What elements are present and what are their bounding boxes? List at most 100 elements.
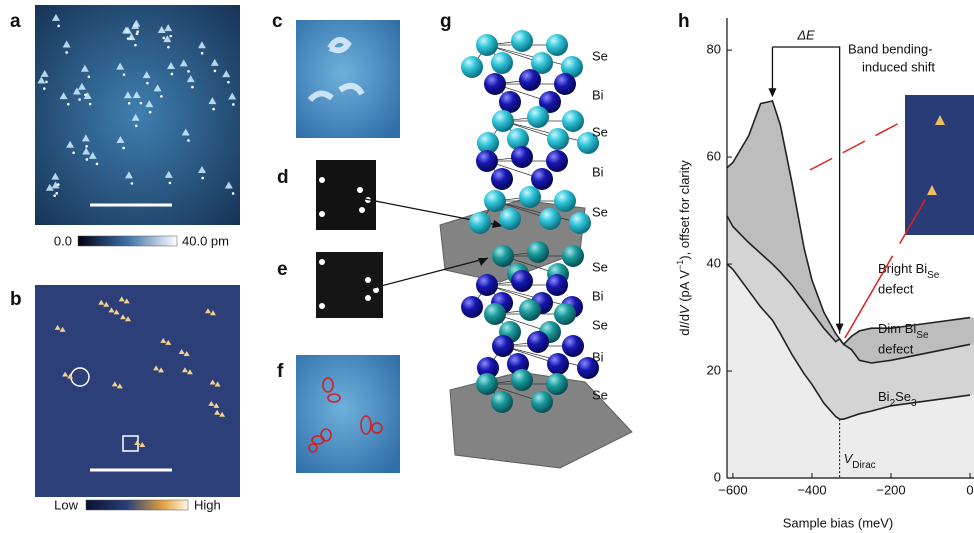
atom xyxy=(476,150,498,172)
text-part: Se xyxy=(895,389,911,404)
atom xyxy=(531,391,553,413)
atom xyxy=(546,373,568,395)
image-spot xyxy=(187,70,190,73)
layer-label: Se xyxy=(592,48,608,63)
atom xyxy=(554,73,576,95)
image-spot xyxy=(187,139,190,142)
image-spot xyxy=(212,108,215,111)
atom xyxy=(484,303,506,325)
atom xyxy=(527,331,549,353)
image-spot xyxy=(146,82,149,85)
image-spot xyxy=(232,192,235,195)
atom xyxy=(527,106,549,128)
image-spot xyxy=(227,81,230,84)
delta-e-label: ΔE xyxy=(796,27,815,42)
atom xyxy=(492,110,514,132)
image-spot xyxy=(72,152,75,155)
y-tick-label: 60 xyxy=(707,149,721,164)
image-spot xyxy=(162,37,165,40)
image-spot xyxy=(53,194,56,197)
text-part: Bi xyxy=(878,389,890,404)
atom xyxy=(519,69,541,91)
image-spot xyxy=(232,103,235,106)
layer-label: Bi xyxy=(592,349,604,364)
atom xyxy=(569,212,591,234)
image-spot xyxy=(169,182,172,185)
image-e xyxy=(316,252,383,318)
stm-image-a xyxy=(35,5,240,225)
text-part: Dim Bi xyxy=(878,321,916,336)
image-spot xyxy=(214,70,217,73)
colorbar xyxy=(78,236,177,246)
atom xyxy=(476,274,498,296)
image-spot xyxy=(43,87,46,90)
atom xyxy=(562,110,584,132)
atom xyxy=(547,353,569,375)
image-spot xyxy=(67,103,70,106)
image-spot xyxy=(123,73,126,76)
image-spot xyxy=(171,73,174,76)
image-spot xyxy=(55,192,58,195)
atom xyxy=(531,168,553,190)
atom xyxy=(511,146,533,168)
annotation: defect xyxy=(878,281,914,296)
atom xyxy=(554,303,576,325)
image-spot xyxy=(140,102,143,105)
atom xyxy=(492,335,514,357)
colorbar-min: Low xyxy=(54,497,78,512)
image-spot xyxy=(122,147,125,150)
page: SeBiSeBiSeSeBiSeBiSe 020406080−600−400−2… xyxy=(0,0,974,533)
atom xyxy=(476,34,498,56)
layer-label: Se xyxy=(592,317,608,332)
pointer xyxy=(810,120,905,170)
annotation: Band bending- xyxy=(848,41,933,56)
y-label-part: ), offset for clarity xyxy=(677,160,692,260)
image-spot xyxy=(65,51,68,54)
atom xyxy=(491,391,513,413)
x-tick-label: −600 xyxy=(718,482,747,497)
atom xyxy=(539,208,561,230)
image-f xyxy=(296,355,400,473)
panel-label: d xyxy=(277,167,289,188)
image-spot xyxy=(128,102,131,105)
y-tick-label: 20 xyxy=(707,362,721,377)
image-spot xyxy=(89,103,92,106)
y-label-part: d xyxy=(677,329,692,336)
layer-label: Se xyxy=(592,259,608,274)
y-label-part: −1 xyxy=(675,260,685,270)
colorbar xyxy=(86,500,188,510)
image-d xyxy=(316,160,376,230)
image-spot xyxy=(86,158,89,161)
image-spot xyxy=(201,52,204,55)
atom xyxy=(499,208,521,230)
atom xyxy=(547,128,569,150)
image-spot xyxy=(160,95,163,98)
atom xyxy=(461,56,483,78)
atom xyxy=(511,30,533,52)
atom xyxy=(499,91,521,113)
atom xyxy=(491,168,513,190)
layer-label: Se xyxy=(592,124,608,139)
image-spot xyxy=(136,33,139,36)
atom xyxy=(511,270,533,292)
y-tick-label: 40 xyxy=(707,255,721,270)
atom xyxy=(469,212,491,234)
image-c xyxy=(296,20,400,138)
text-part: Dirac xyxy=(852,460,875,471)
arrow-head xyxy=(836,324,844,333)
atom xyxy=(484,190,506,212)
atom xyxy=(546,150,568,172)
panel-label: c xyxy=(272,11,283,32)
image-spot xyxy=(85,145,88,148)
x-tick-label: −400 xyxy=(797,482,826,497)
text-part: Se xyxy=(916,330,929,341)
x-tick-label: −200 xyxy=(876,482,905,497)
panel-label: a xyxy=(10,11,21,32)
atom xyxy=(562,245,584,267)
image-spot xyxy=(167,46,170,49)
annotation: induced shift xyxy=(862,59,935,74)
colorbar-min: 0.0 xyxy=(54,233,72,248)
y-label-part: (pA V xyxy=(677,270,692,306)
atom xyxy=(527,241,549,263)
